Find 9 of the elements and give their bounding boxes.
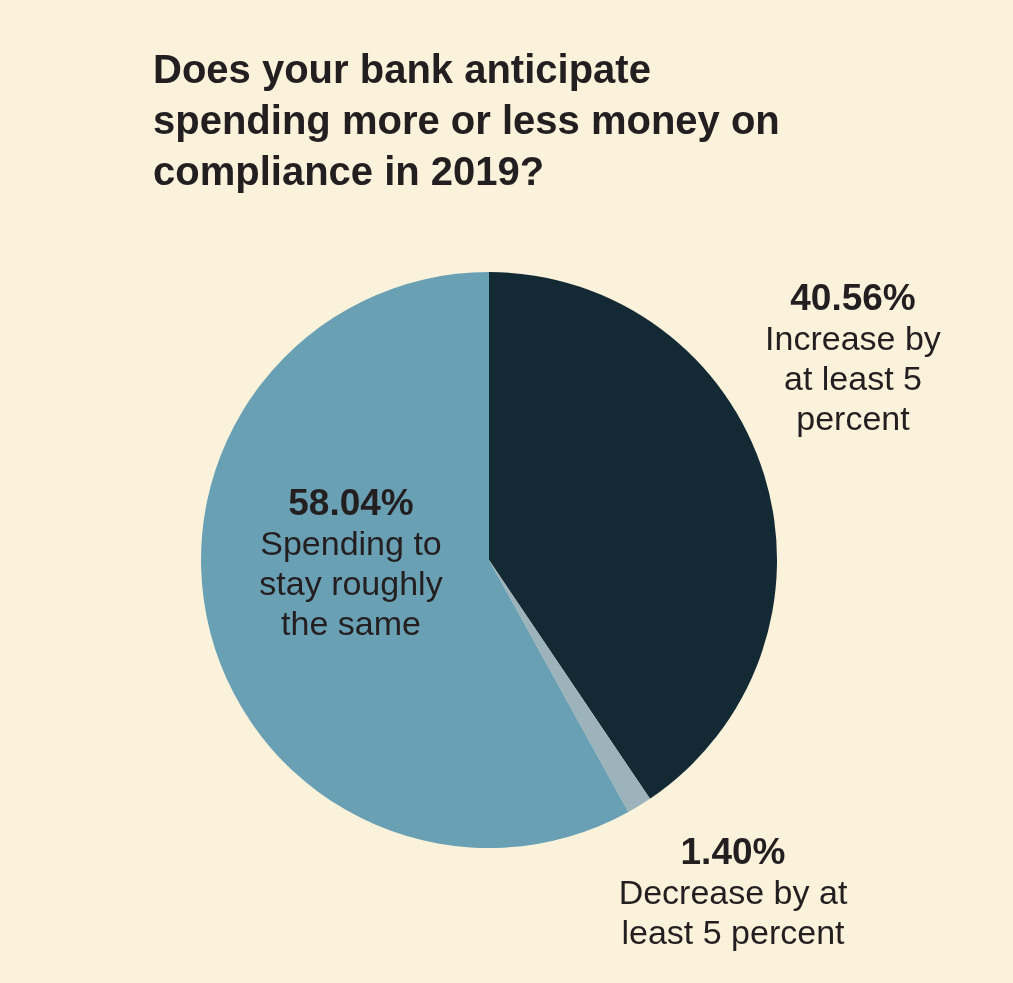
chart-title: Does your bank anticipate spending more or less money on compliance in 2019? — [153, 46, 781, 195]
slice-label: Spending to stay roughly the same — [259, 524, 443, 642]
pie-slice — [201, 272, 629, 848]
pie-slice — [489, 560, 650, 813]
slice-label: Increase by at least 5 percent — [765, 319, 941, 437]
data-label: 1.40% — [680, 831, 786, 872]
slice-label: Decrease by at least 5 percent — [618, 873, 848, 951]
data-label: 40.56% — [790, 277, 916, 318]
data-label: 58.04% — [288, 482, 414, 523]
